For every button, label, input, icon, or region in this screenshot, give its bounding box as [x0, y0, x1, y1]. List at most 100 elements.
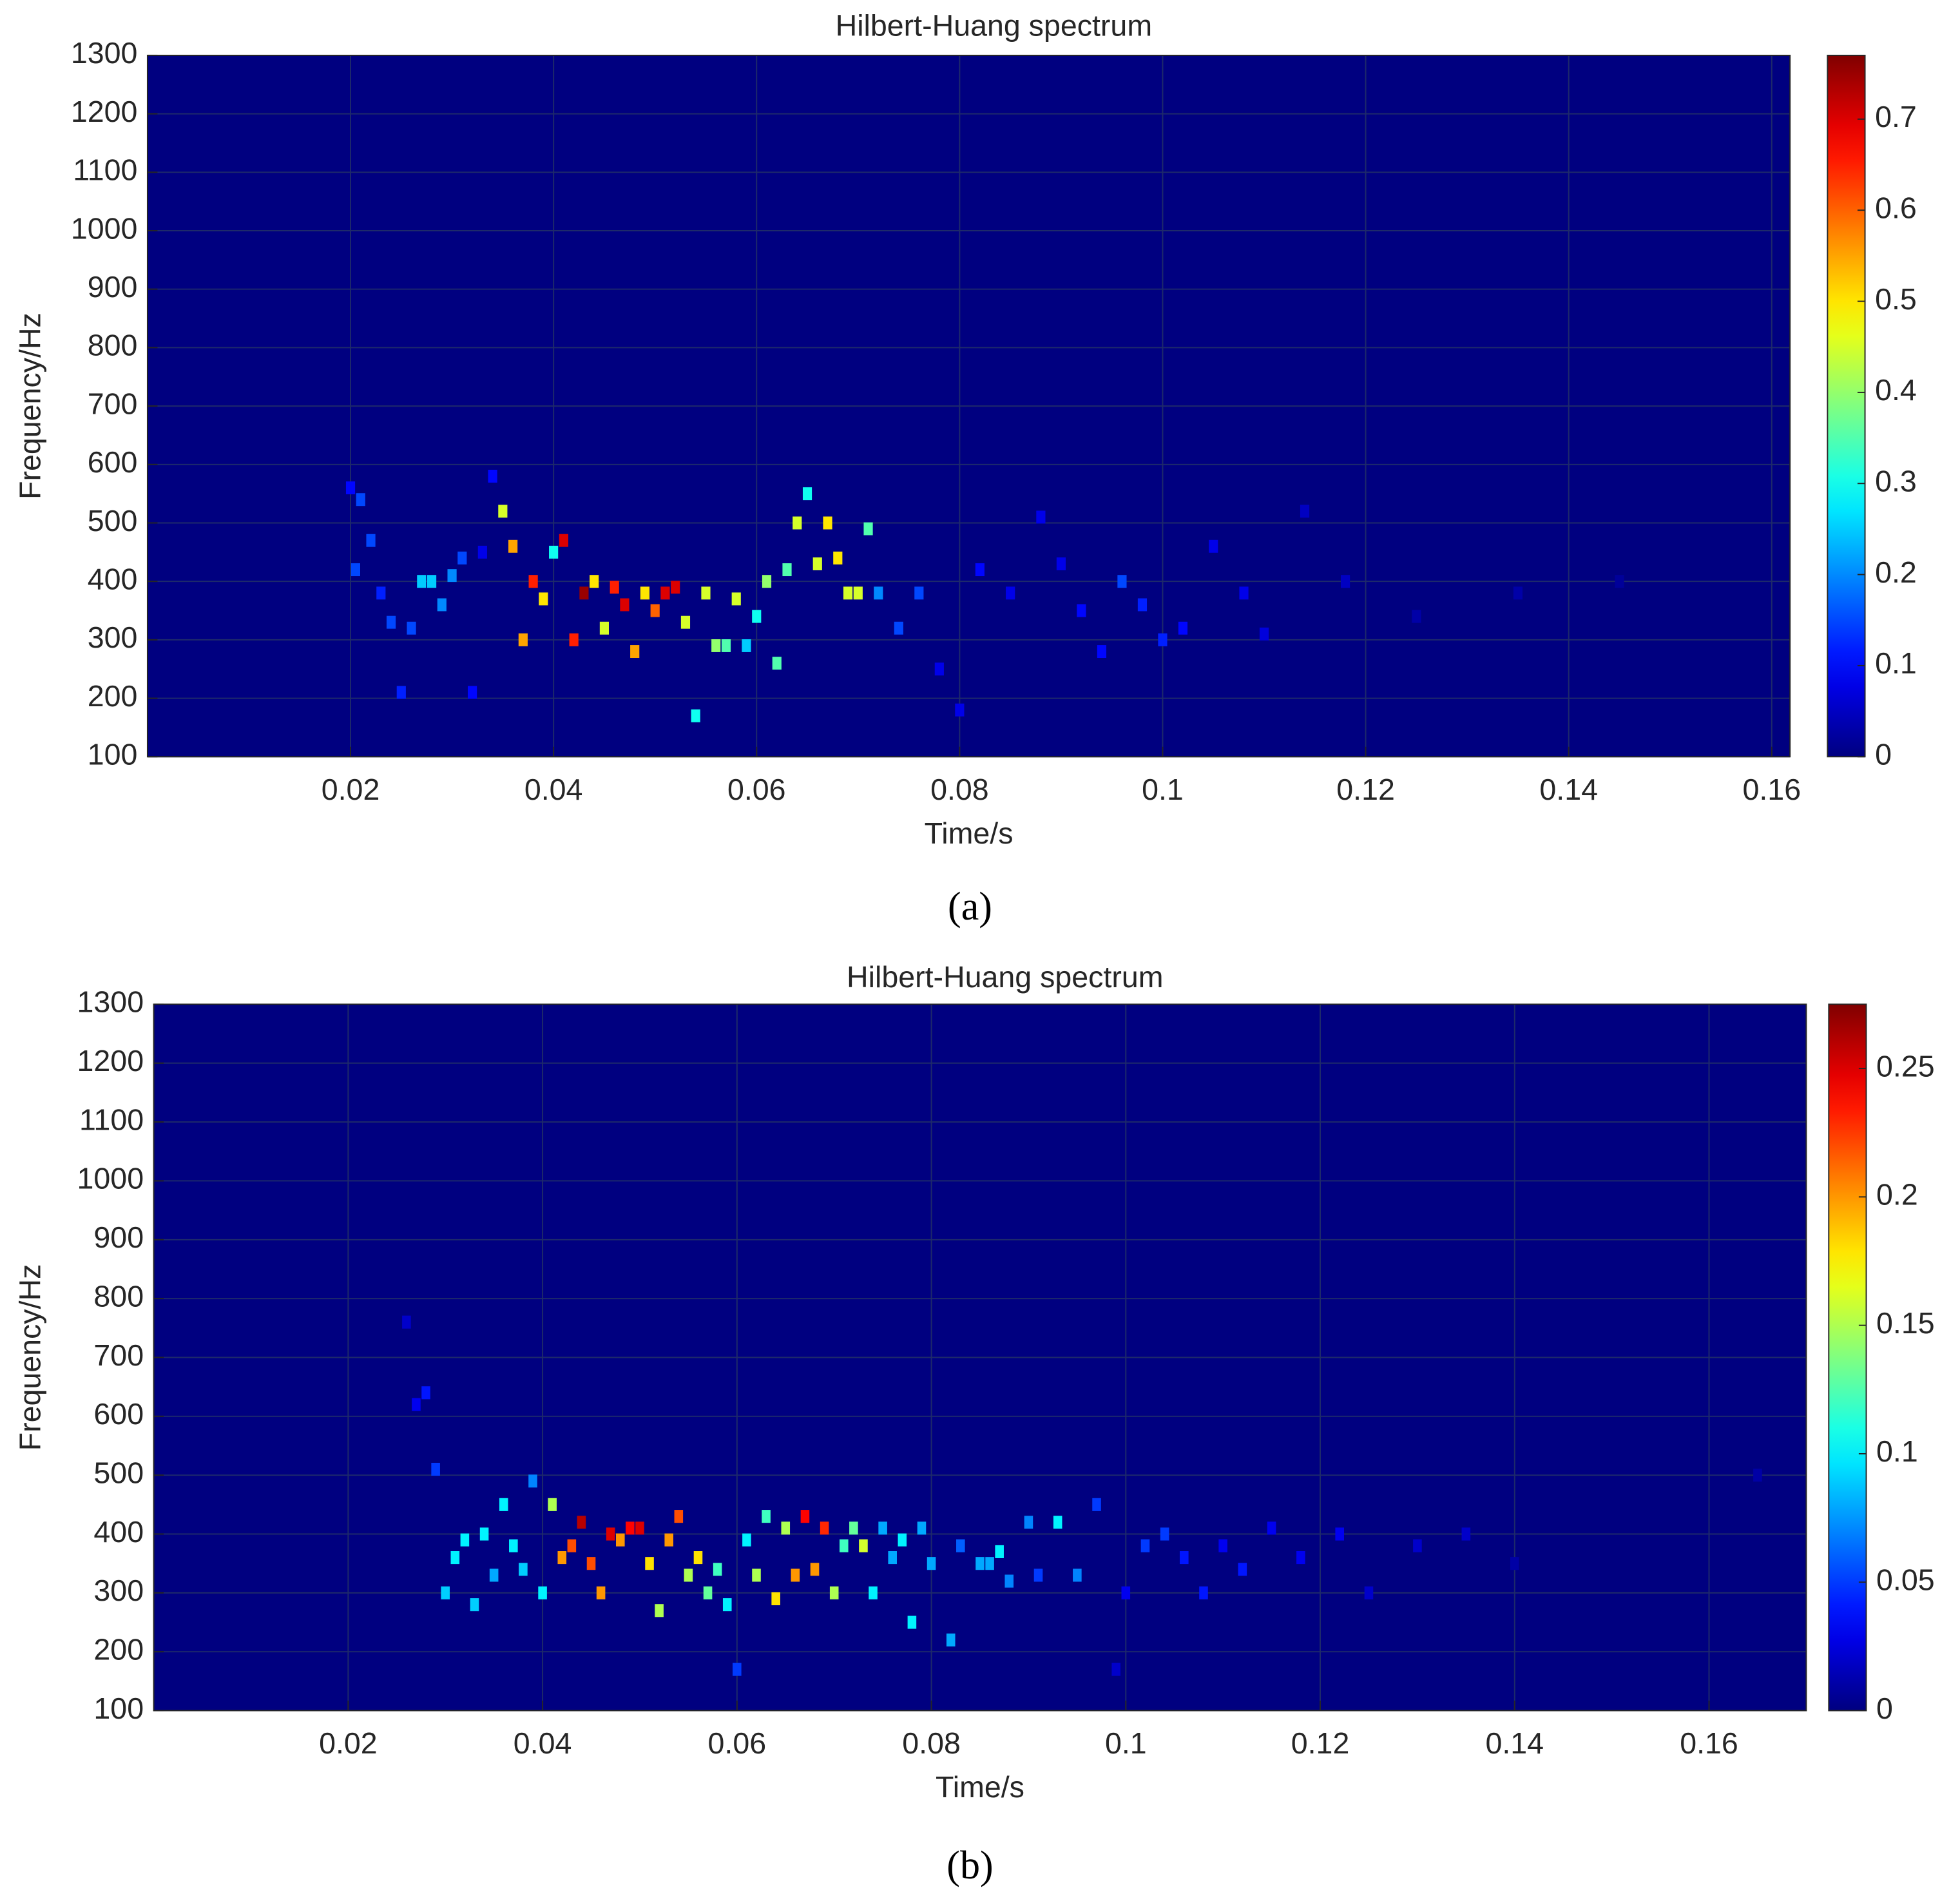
spectrum-cell — [793, 516, 802, 530]
spectrum-cell — [579, 586, 589, 600]
x-tick-label: 0.14 — [1539, 773, 1598, 806]
spectrum-cell — [421, 1386, 430, 1400]
spectrum-cell — [752, 1568, 761, 1582]
spectrum-cell — [894, 621, 903, 635]
spectrum-cell — [1097, 645, 1107, 659]
spectrum-cell — [917, 1521, 927, 1535]
spectrum-cell — [853, 586, 863, 600]
spectrum-cell — [437, 598, 447, 612]
spectrum-cell — [528, 575, 538, 588]
spectrum-cell — [640, 586, 650, 600]
spectrum-cell — [407, 621, 416, 635]
spectrum-cell — [1239, 586, 1249, 600]
spectrum-cell — [1117, 575, 1127, 588]
spectrum-cell — [396, 686, 406, 699]
spectrum-cell — [1461, 1527, 1471, 1541]
spectrum-cell — [1033, 1568, 1043, 1582]
colorbar-tick-label: 0.2 — [1875, 555, 1917, 589]
spectrum-cell — [468, 686, 477, 699]
spectrum-cell — [427, 575, 437, 588]
x-tick-label: 0.12 — [1291, 1726, 1350, 1760]
spectrum-cell — [1300, 505, 1310, 518]
spectrum-cell — [569, 633, 579, 646]
y-tick-label: 1300 — [77, 985, 144, 1019]
spectrum-cell — [538, 1586, 547, 1599]
spectrum-cell — [488, 469, 497, 483]
x-tick-label: 0.1 — [1105, 1726, 1147, 1760]
spectrum-cell — [927, 1557, 936, 1570]
y-tick-label: 1000 — [71, 211, 138, 245]
chart-title: Hilbert-Huang spectrum — [847, 960, 1164, 994]
spectrum-cell — [645, 1557, 654, 1570]
spectrum-cell — [376, 586, 386, 600]
spectrum-cell — [1615, 575, 1624, 588]
colorbar-tick-label: 0.05 — [1876, 1563, 1935, 1597]
x-tick-label: 0.08 — [930, 773, 989, 806]
spectrum-cell — [742, 1533, 751, 1547]
spectrum-cell — [975, 563, 985, 577]
y-tick-label: 600 — [88, 445, 138, 479]
y-tick-label: 300 — [88, 621, 138, 654]
spectrum-cell — [559, 534, 568, 547]
spectrum-cell — [946, 1633, 956, 1646]
spectrum-cell — [1259, 627, 1269, 641]
spectrum-cell — [1137, 598, 1148, 612]
spectrum-cell — [620, 598, 629, 612]
spectrum-cell — [703, 1586, 713, 1599]
y-tick-label: 600 — [93, 1397, 144, 1431]
spectrum-cell — [441, 1586, 450, 1599]
spectrum-cell — [671, 581, 680, 594]
x-tick-label: 0.16 — [1680, 1726, 1738, 1760]
y-tick-label: 500 — [88, 504, 138, 537]
spectrum-cell — [869, 1586, 878, 1599]
spectrum-cell — [680, 615, 691, 629]
spectrum-cell — [888, 1551, 898, 1565]
colorbar-tick-label: 0.7 — [1875, 100, 1917, 133]
y-axis-label: Frequency/Hz — [14, 313, 47, 499]
spectrum-cell — [731, 592, 741, 606]
spectrum-cell — [412, 1398, 421, 1411]
spectrum-cell — [878, 1521, 887, 1535]
spectrum-cell — [1335, 1527, 1344, 1541]
spectrum-cell — [1180, 1551, 1189, 1565]
spectrum-cell — [1364, 1586, 1374, 1599]
spectrum-cell — [1753, 1469, 1762, 1482]
x-tick-label: 0.12 — [1336, 773, 1395, 806]
x-tick-label: 0.02 — [319, 1726, 378, 1760]
spectrum-cell — [1199, 1586, 1208, 1599]
y-tick-label: 800 — [93, 1279, 144, 1313]
spectrum-cell — [752, 610, 762, 623]
spectrum-cell — [460, 1533, 470, 1547]
spectrum-cell — [508, 539, 518, 553]
spectrum-cell — [477, 545, 487, 559]
spectrum-cell — [457, 551, 467, 565]
spectrum-cell — [1513, 586, 1523, 600]
spectrum-cell — [509, 1539, 518, 1552]
spectrum-cell — [800, 1510, 810, 1523]
spectrum-cell — [1160, 1527, 1169, 1541]
spectrum-cell — [1121, 1586, 1131, 1599]
x-tick-label: 0.02 — [322, 773, 380, 806]
spectrum-cell — [1004, 1574, 1014, 1588]
spectrum-cell — [650, 604, 660, 617]
spectrum-cell — [1077, 604, 1086, 617]
spectrum-cell — [1073, 1568, 1082, 1582]
spectrum-cell — [762, 575, 772, 588]
spectrum-cell — [489, 1568, 499, 1582]
y-axis-label: Frequency/Hz — [14, 1264, 47, 1451]
spectrum-cell — [1140, 1539, 1150, 1552]
y-tick-label: 400 — [93, 1515, 144, 1549]
spectrum-cell — [742, 639, 751, 652]
x-tick-label: 0.04 — [524, 773, 583, 806]
spectrum-cell — [528, 1474, 537, 1488]
spectrum-cell — [733, 1663, 742, 1676]
spectrum-cell — [701, 586, 711, 600]
colorbar-tick-label: 0 — [1876, 1692, 1893, 1725]
spectrum-cell — [721, 639, 731, 652]
y-tick-label: 1200 — [71, 95, 138, 128]
spectrum-cell — [548, 1498, 557, 1511]
x-tick-label: 0.04 — [514, 1726, 572, 1760]
spectrum-cell — [586, 1557, 596, 1570]
spectrum-cell — [402, 1315, 411, 1329]
